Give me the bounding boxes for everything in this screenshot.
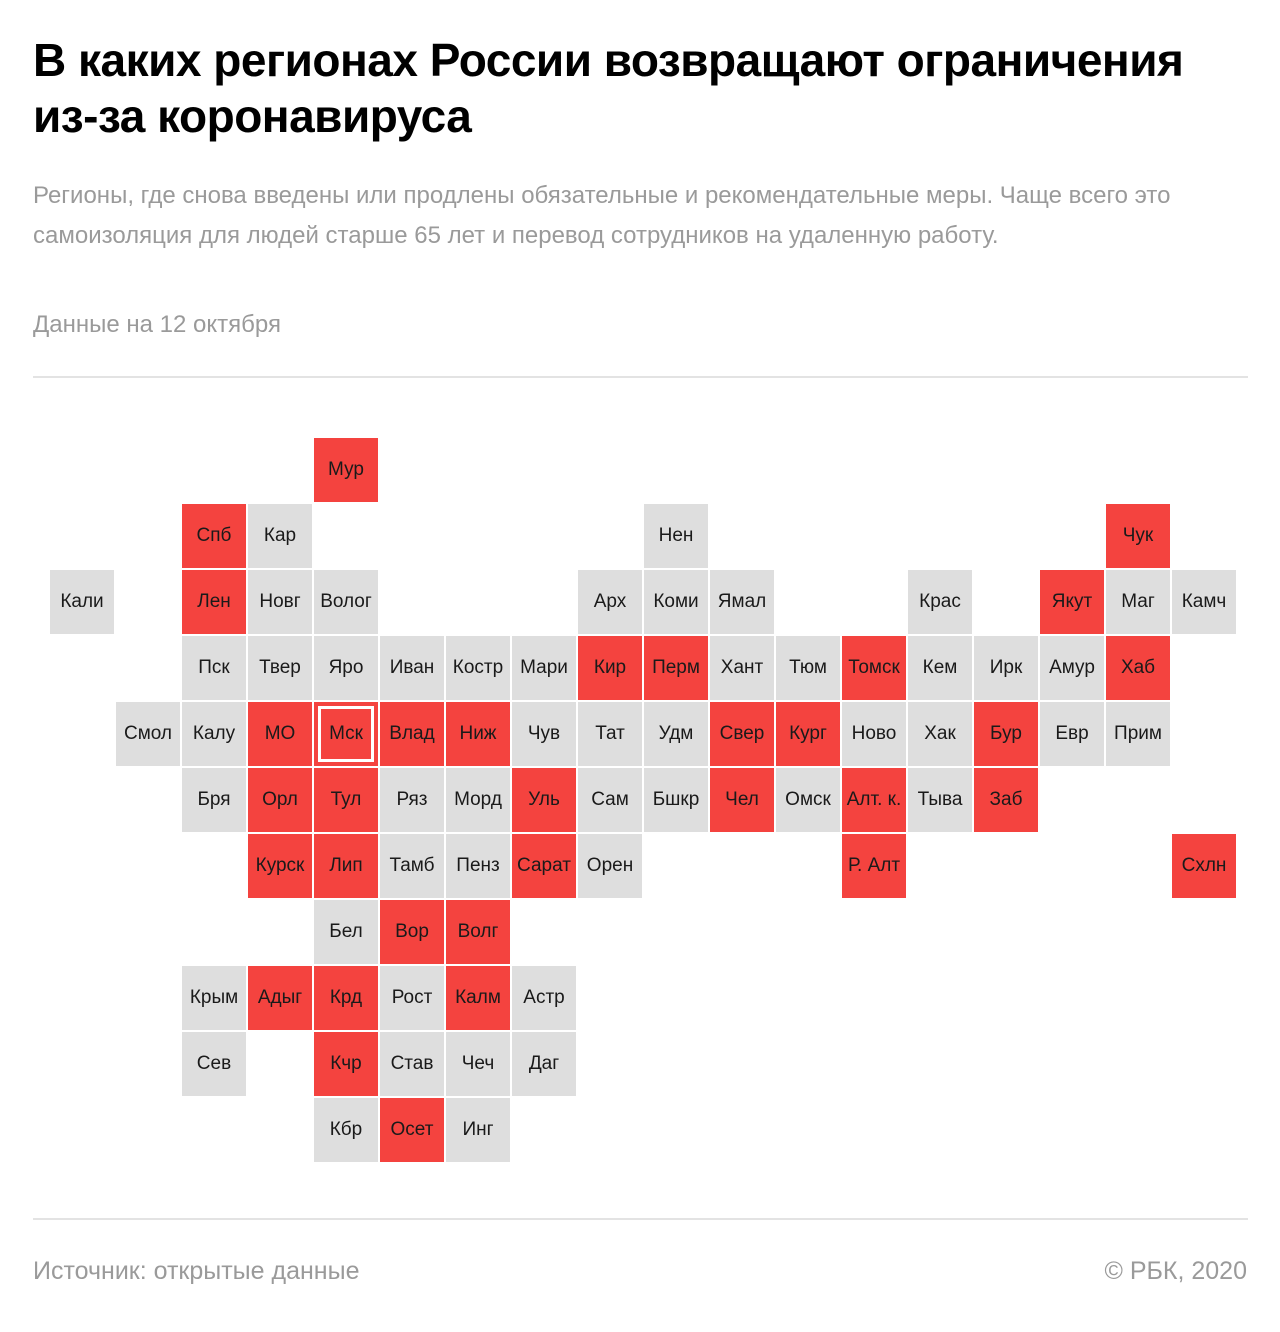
region-tile: Евр [1040,702,1104,766]
region-tile: Тамб [380,834,444,898]
region-tile: Заб [974,768,1038,832]
region-tile: Чел [710,768,774,832]
region-tile: Крас [908,570,972,634]
region-tile: Кчр [314,1032,378,1096]
region-tile: Тат [578,702,642,766]
region-tile: Курск [248,834,312,898]
region-tile: Ямал [710,570,774,634]
region-tile: Калу [182,702,246,766]
region-tile: Мари [512,636,576,700]
region-tile: Лен [182,570,246,634]
region-tile: Инг [446,1098,510,1162]
region-tile: Бур [974,702,1038,766]
region-tile: Чеч [446,1032,510,1096]
region-tile: Схлн [1172,834,1236,898]
region-tile: Пенз [446,834,510,898]
region-tile: Орен [578,834,642,898]
region-tile: Крд [314,966,378,1030]
region-tile: Сам [578,768,642,832]
region-tile: Морд [446,768,510,832]
region-tile: Сарат [512,834,576,898]
region-tile: Кир [578,636,642,700]
region-tile: Бел [314,900,378,964]
region-tile: Камч [1172,570,1236,634]
region-tile: Ряз [380,768,444,832]
page-title: В каких регионах России возвращают огран… [33,34,1184,142]
copyright: © РБК, 2020 [1104,1257,1247,1285]
region-tile: Новг [248,570,312,634]
region-tile: Калм [446,966,510,1030]
region-tile: Ново [842,702,906,766]
region-tile: Кем [908,636,972,700]
region-tile: Чук [1106,504,1170,568]
region-tile: Костр [446,636,510,700]
region-tile: Амур [1040,636,1104,700]
region-tile: Р. Алт [842,834,906,898]
region-tile: Хак [908,702,972,766]
region-tile: Став [380,1032,444,1096]
region-tile: Якут [1040,570,1104,634]
region-tile: Мур [314,438,378,502]
region-tile: Томск [842,636,906,700]
region-tile: Волг [446,900,510,964]
region-tile: Рост [380,966,444,1030]
region-tile: Крым [182,966,246,1030]
region-tile: Сев [182,1032,246,1096]
region-tile: Маг [1106,570,1170,634]
region-tile: Хант [710,636,774,700]
region-tile: Прим [1106,702,1170,766]
region-tile: Вор [380,900,444,964]
region-tile: Алт. к. [842,768,906,832]
region-tile: Удм [644,702,708,766]
region-tile: Чув [512,702,576,766]
region-tile: Пск [182,636,246,700]
region-tile: Тюм [776,636,840,700]
region-tile: Бря [182,768,246,832]
top-divider [33,376,1248,378]
region-tile: МО [248,702,312,766]
region-tile: Осет [380,1098,444,1162]
region-tile: Нен [644,504,708,568]
region-tile: Смол [116,702,180,766]
region-tile: Омск [776,768,840,832]
region-tile: Яро [314,636,378,700]
region-tile: Тул [314,768,378,832]
region-tile: Кар [248,504,312,568]
region-tile: Астр [512,966,576,1030]
region-tile: Уль [512,768,576,832]
region-tile: Иван [380,636,444,700]
region-tile: Мск [314,702,378,766]
region-tile: Тыва [908,768,972,832]
data-date: Данные на 12 октября [33,311,281,338]
region-tile: Коми [644,570,708,634]
region-tile: Лип [314,834,378,898]
region-tile: Твер [248,636,312,700]
region-tile: Перм [644,636,708,700]
bottom-divider [33,1218,1248,1220]
source-note: Источник: открытые данные [33,1257,360,1285]
region-tile: Ниж [446,702,510,766]
region-tile: Свер [710,702,774,766]
region-tile: Хаб [1106,636,1170,700]
region-tile: Спб [182,504,246,568]
region-tile: Ирк [974,636,1038,700]
region-tile: Кбр [314,1098,378,1162]
region-tile: Орл [248,768,312,832]
region-tile: Даг [512,1032,576,1096]
region-tile: Кали [50,570,114,634]
region-tile: Адыг [248,966,312,1030]
region-tile: Волог [314,570,378,634]
subtitle: Регионы, где снова введены или продлены … [33,182,1171,249]
region-tile: Бшкр [644,768,708,832]
region-tile: Кург [776,702,840,766]
region-tile: Арх [578,570,642,634]
region-tile: Влад [380,702,444,766]
